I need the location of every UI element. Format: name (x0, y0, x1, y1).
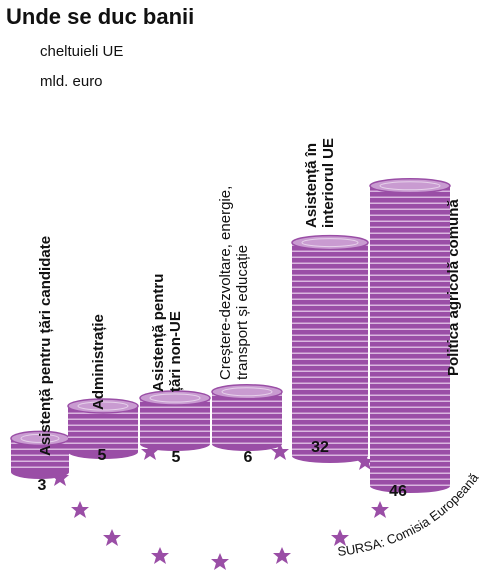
value-label: 3 (38, 477, 47, 494)
value-label: 6 (244, 449, 253, 466)
bar (292, 242, 368, 456)
category-label: Creștere-dezvoltare, energie,transport ș… (217, 186, 251, 380)
category-label: Asistență îninteriorul UE (303, 138, 337, 228)
stack-top (291, 234, 369, 251)
value-label: 46 (389, 483, 407, 500)
category-label: Politica agricolă comună (445, 199, 462, 376)
unit-label: mld. euro (40, 73, 103, 90)
chart-subtitle: cheltuieli UE (40, 43, 123, 60)
stack-top-inner (77, 401, 129, 411)
category-label: Asistență pentru țări candidate (37, 236, 54, 456)
stack-top-inner (379, 181, 441, 191)
stack-top (67, 398, 139, 414)
stack-top-inner (20, 433, 60, 443)
value-label: 32 (311, 439, 329, 456)
stack-top-inner (149, 393, 201, 403)
stack-top-inner (221, 387, 273, 397)
value-label: 5 (172, 449, 181, 466)
bar (212, 391, 282, 444)
stack-top-inner (301, 238, 359, 248)
value-label: 5 (98, 447, 107, 464)
stack-top (139, 390, 211, 406)
stack-top (369, 178, 451, 194)
category-label: Asistență pentruțări non-UE (150, 274, 184, 392)
stacks: 3 Asistență pentru țări candidate 5 Adminis… (10, 138, 462, 500)
chart-title: Unde se duc banii (6, 4, 194, 29)
stack-top (211, 384, 283, 400)
bar (370, 185, 450, 487)
category-label: Administrație (90, 314, 107, 410)
